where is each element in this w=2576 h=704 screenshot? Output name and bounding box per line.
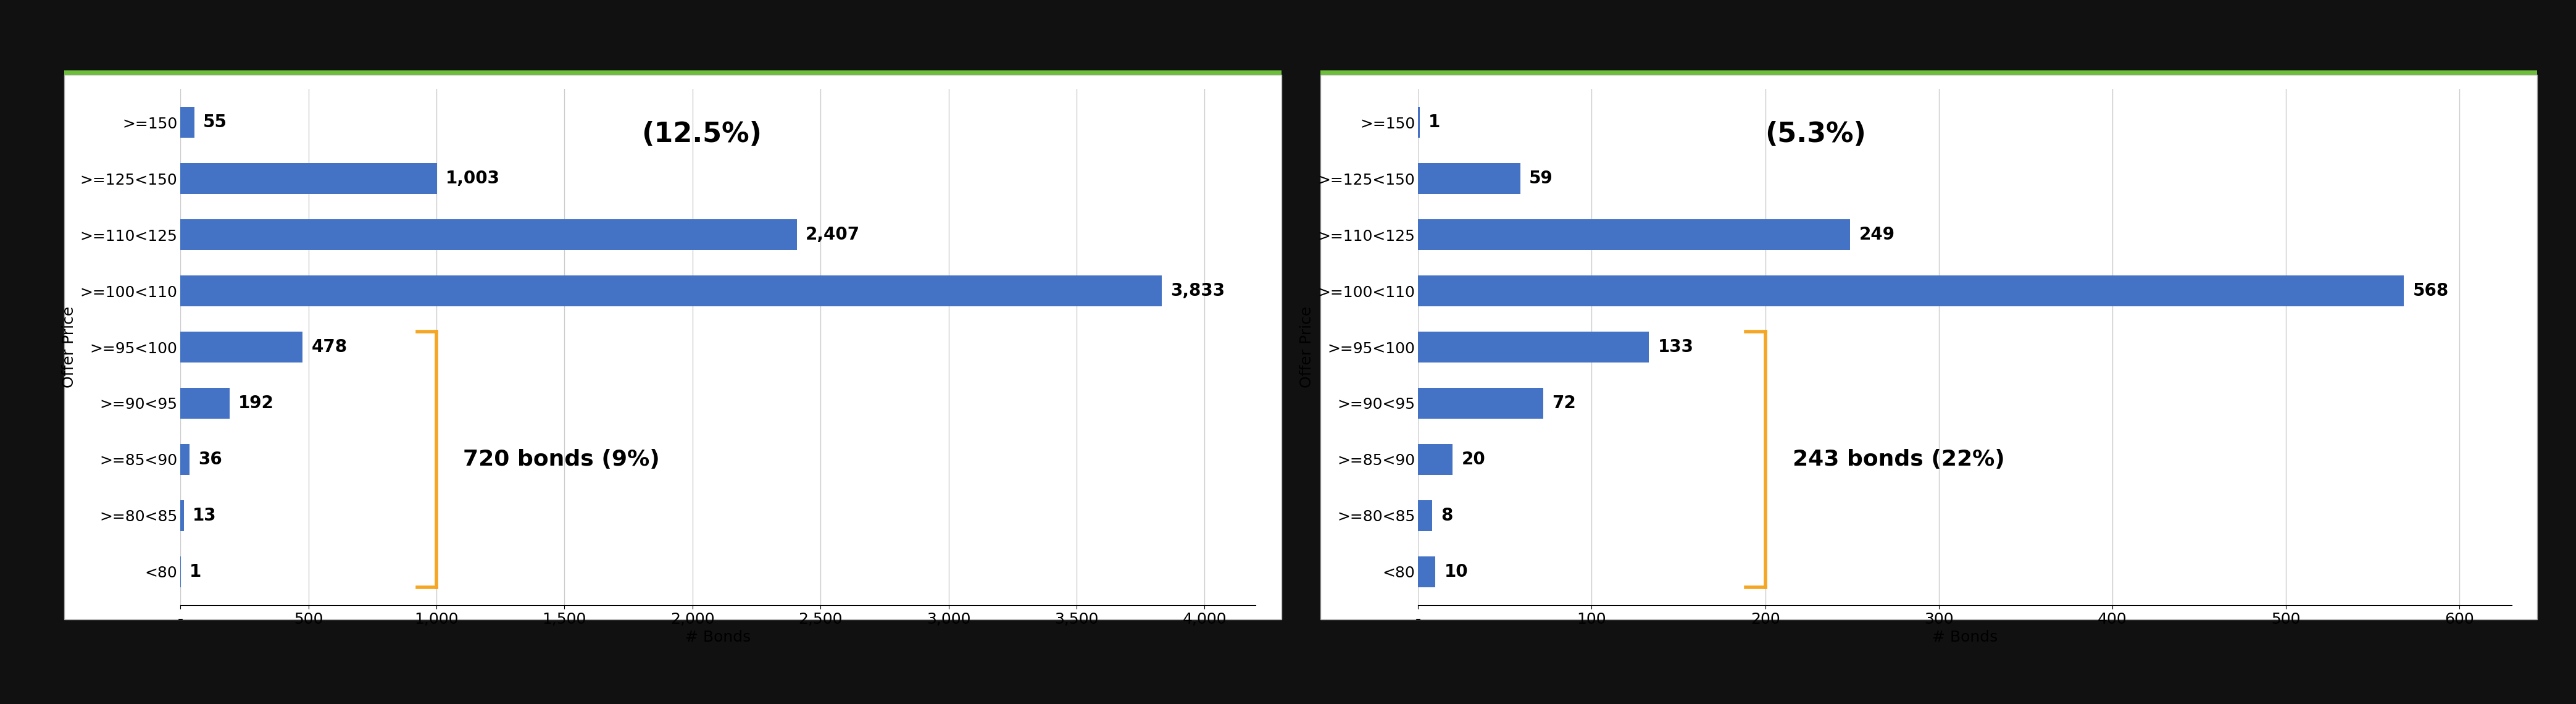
Bar — [1417, 163, 1520, 194]
Y-axis label: Offer Price: Offer Price — [62, 306, 77, 388]
X-axis label: # Bonds: # Bonds — [685, 630, 750, 645]
Text: 8: 8 — [1440, 507, 1453, 524]
Bar — [1417, 388, 1543, 419]
Bar — [1417, 556, 1435, 587]
Bar — [1417, 219, 1850, 250]
Bar — [180, 332, 304, 363]
Bar — [180, 219, 796, 250]
Text: 20: 20 — [1461, 451, 1486, 468]
Text: 2,407: 2,407 — [806, 226, 860, 244]
Bar — [180, 500, 183, 531]
Bar — [1417, 332, 1649, 363]
Text: 243 bonds (22%): 243 bonds (22%) — [1793, 449, 2004, 470]
X-axis label: # Bonds: # Bonds — [1932, 630, 1996, 645]
Bar — [180, 388, 229, 419]
Text: 59: 59 — [1530, 170, 1553, 187]
Bar — [1417, 275, 2403, 306]
Text: (12.5%): (12.5%) — [641, 121, 762, 148]
Bar — [180, 444, 191, 475]
Text: 720 bonds (9%): 720 bonds (9%) — [464, 449, 659, 470]
Text: 72: 72 — [1551, 395, 1577, 412]
Text: 1: 1 — [1430, 114, 1440, 131]
Bar — [1417, 500, 1432, 531]
Text: 249: 249 — [1860, 226, 1896, 244]
Bar — [180, 163, 438, 194]
Text: 478: 478 — [312, 339, 348, 356]
Text: 36: 36 — [198, 451, 222, 468]
Text: 1,003: 1,003 — [446, 170, 500, 187]
Text: 133: 133 — [1659, 339, 1692, 356]
Text: 10: 10 — [1445, 563, 1468, 580]
Text: (5.3%): (5.3%) — [1765, 121, 1868, 148]
Y-axis label: Offer Price: Offer Price — [1298, 306, 1314, 388]
Text: 55: 55 — [204, 114, 227, 131]
Text: 568: 568 — [2414, 282, 2450, 299]
Text: 13: 13 — [193, 507, 216, 524]
Bar — [180, 275, 1162, 306]
Text: 192: 192 — [237, 395, 273, 412]
Bar — [180, 107, 193, 138]
Text: 1: 1 — [188, 563, 201, 580]
Text: 3,833: 3,833 — [1170, 282, 1224, 299]
Bar — [1417, 444, 1453, 475]
